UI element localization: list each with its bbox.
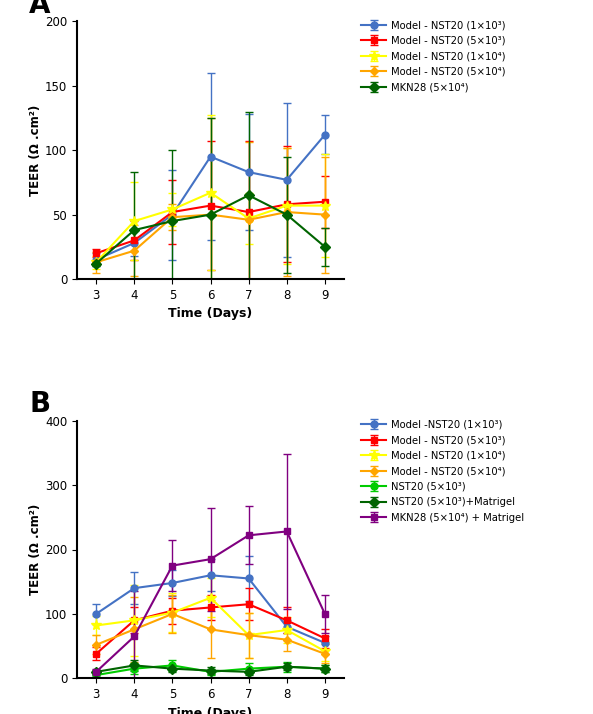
Legend: Model -NST20 (1×10³), Model - NST20 (5×10³), Model - NST20 (1×10⁴), Model - NST2: Model -NST20 (1×10³), Model - NST20 (5×1…	[357, 416, 528, 526]
X-axis label: Time (Days): Time (Days)	[168, 707, 253, 714]
Text: B: B	[29, 390, 50, 418]
Legend: Model - NST20 (1×10³), Model - NST20 (5×10³), Model - NST20 (1×10⁴), Model - NST: Model - NST20 (1×10³), Model - NST20 (5×…	[357, 16, 510, 96]
Text: A: A	[29, 0, 50, 19]
Y-axis label: TEER (Ω .cm²): TEER (Ω .cm²)	[29, 104, 42, 196]
X-axis label: Time (Days): Time (Days)	[168, 307, 253, 321]
Y-axis label: TEER (Ω .cm²): TEER (Ω .cm²)	[29, 504, 42, 595]
